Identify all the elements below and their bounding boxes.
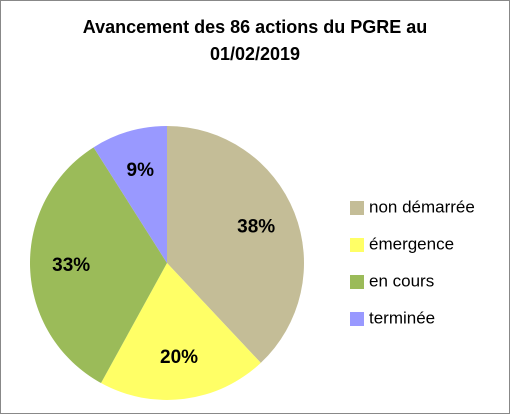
data-label: 9% <box>127 160 155 181</box>
legend-label: non démarrée <box>369 197 475 216</box>
chart-title: Avancement des 86 actions du PGRE au 01/… <box>82 17 428 64</box>
legend-swatch <box>350 201 364 215</box>
legend-label: terminée <box>369 308 435 327</box>
legend-label: en cours <box>369 271 434 290</box>
pie-slice <box>100 263 261 400</box>
legend-swatch <box>350 238 364 252</box>
data-label: 20% <box>160 347 198 368</box>
data-label: 38% <box>237 217 275 238</box>
data-label: 33% <box>52 255 90 276</box>
pie-slice <box>29 147 168 384</box>
legend-swatch <box>350 275 364 289</box>
legend-swatch <box>350 312 364 326</box>
pie-slice <box>167 126 304 363</box>
pie-slice <box>93 126 167 263</box>
legend-label: émergence <box>369 234 454 253</box>
